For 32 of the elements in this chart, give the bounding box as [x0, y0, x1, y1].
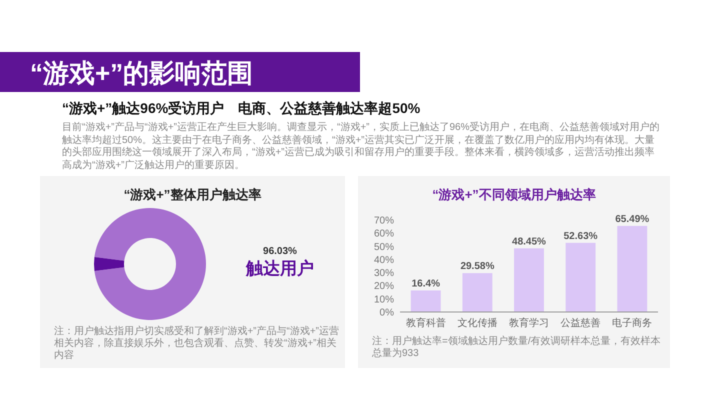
- text: “游戏+”触达96%受访用户 电商、公益慈善触达率超50%: [62, 100, 420, 118]
- y-tick-label: 30%: [374, 268, 394, 280]
- x-tick-label: 公益慈善: [560, 317, 601, 329]
- y-tick-label: 70%: [374, 216, 394, 226]
- x-tick-label: 教育科普: [406, 317, 446, 329]
- data-label: 52.63%: [564, 230, 598, 242]
- text: 注：用户触达指用户切实感受和了解到“游戏+”产品与“游戏+”运营相关内容，除直接娱乐外，也包含观看、点赞、转发“游戏+”相关内容: [54, 326, 339, 362]
- x-tick-label: 文化传播: [457, 317, 498, 329]
- text: “游戏+”的影响范围: [30, 57, 254, 90]
- bar: [566, 242, 596, 312]
- bar: [617, 226, 648, 312]
- x-tick-label: 电子商务: [612, 317, 652, 329]
- bar: [462, 273, 492, 312]
- text: 目前“游戏+”产品与“游戏+”运营正在产生巨大影响。调查显示，“游戏+”，实质上已触达了96%受访用户，在电商、公益慈善领域对用户的触达率均超过50%。这主要由于在电子商务、公益慈善领域，“游戏+”运营其实已广泛开展，在覆盖了数亿用户的应用内均有体现。大量的头部应用围绕这一领域展开了深入布局，“游戏+”运营已成为吸引和留存用户的重要手段。整体来看，横跨领域多，运营活动推出频率高成为“游戏+”广泛触达用户的重要原因。: [62, 122, 661, 172]
- chart-title: “游戏+”整体用户触达率: [122, 186, 262, 204]
- y-tick-label: 50%: [374, 242, 394, 253]
- data-label: 65.49%: [615, 214, 650, 225]
- y-tick-label: 40%: [374, 254, 394, 266]
- chart-title: “游戏+”不同领域用户触达率: [431, 186, 597, 204]
- bar: [514, 248, 544, 312]
- data-label: 16.4%: [412, 278, 440, 290]
- x-tick-label: 教育学习: [509, 317, 549, 329]
- data-label: 29.58%: [460, 261, 494, 272]
- slice-label: 触达用户: [245, 259, 314, 278]
- data-label: 96.03%: [263, 246, 298, 257]
- data-label: 48.45%: [512, 236, 546, 248]
- y-tick-label: 0%: [380, 308, 394, 318]
- bar: [410, 290, 441, 312]
- y-tick-label: 20%: [374, 281, 394, 292]
- y-tick-label: 10%: [374, 294, 394, 306]
- y-tick-label: 60%: [374, 228, 394, 240]
- text: 注：用户触达率=领域触达用户数量/有效调研样本总量，有效样本总量为933: [372, 336, 662, 360]
